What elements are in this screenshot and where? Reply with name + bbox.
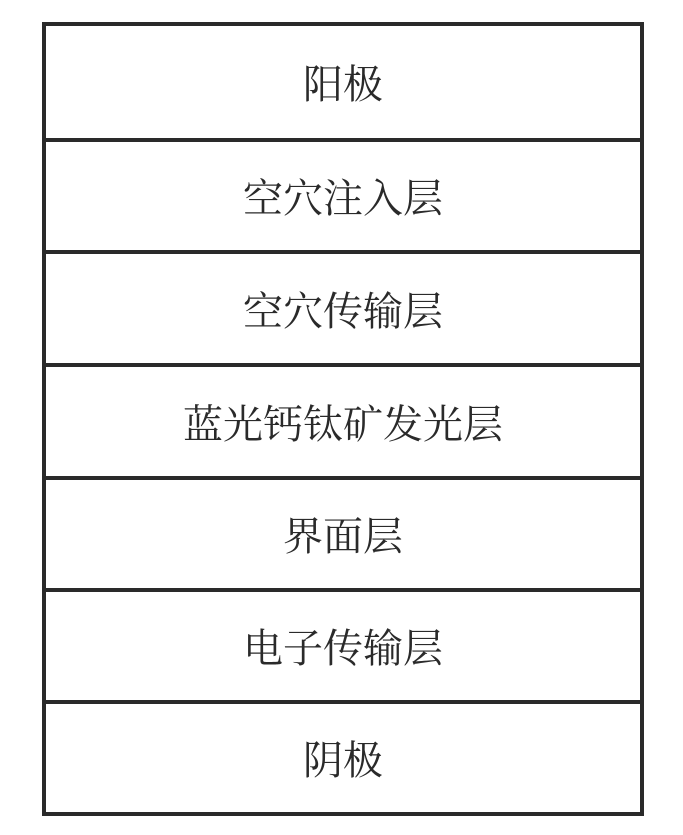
layer-label: 空穴注入层 [243, 176, 443, 216]
layer-row: 界面层 [46, 476, 640, 588]
layer-row: 阴极 [46, 700, 640, 812]
layer-label: 界面层 [283, 514, 403, 554]
layer-label: 电子传输层 [243, 626, 443, 666]
layer-row: 空穴注入层 [46, 138, 640, 250]
layer-label: 阴极 [303, 738, 383, 778]
layer-label: 空穴传输层 [243, 289, 443, 329]
layer-row: 空穴传输层 [46, 250, 640, 363]
layer-label: 蓝光钙钛矿发光层 [183, 402, 503, 442]
layer-row: 蓝光钙钛矿发光层 [46, 363, 640, 476]
layer-stack-diagram: 阳极空穴注入层空穴传输层蓝光钙钛矿发光层界面层电子传输层阴极 [42, 22, 644, 816]
layer-label: 阳极 [303, 62, 383, 102]
layer-row: 电子传输层 [46, 588, 640, 700]
layer-row: 阳极 [46, 26, 640, 138]
